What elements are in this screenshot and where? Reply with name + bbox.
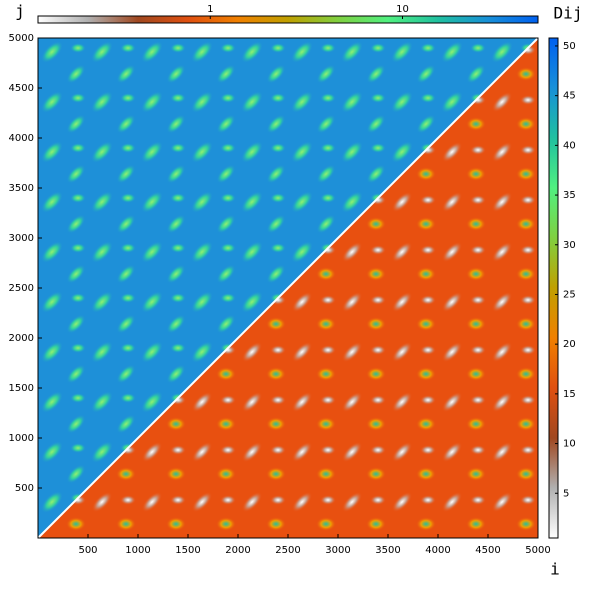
x-tick-label: 4500 [475,545,500,556]
y-tick-label: 2000 [9,333,34,344]
y-tick-label: 1500 [9,383,34,394]
colorbar-top [37,15,539,24]
colorbar-tick-label: 50 [563,41,576,52]
colorbar-tick-label: 25 [563,289,576,300]
colorbar-tick-label: 15 [563,389,576,400]
diagonal [37,37,539,539]
colorbar-tick-label: 20 [563,339,576,350]
x-tick-label: 3500 [375,545,400,556]
colorbar [548,37,559,539]
colorbar-tick-label: 45 [563,91,576,102]
x-tick-label: 2500 [275,545,300,556]
x-tick-label: 500 [78,545,97,556]
heatmap-image [37,37,539,539]
y-tick-label: 3500 [9,183,34,194]
x-tick-label: 4000 [425,545,450,556]
colorbar-tick-label: 35 [563,190,576,201]
colorbar-top-tick-label: 10 [396,4,409,15]
y-tick-label: 4000 [9,133,34,144]
colorbar-top-tick-label: 1 [207,4,213,15]
x-tick-label: 3000 [325,545,350,556]
y-tick-label: 1000 [9,433,34,444]
colorbar-tick-label: 5 [563,488,569,499]
y-axis-label: j [15,2,25,21]
x-tick-label: 5000 [525,545,550,556]
y-tick-label: 5000 [9,33,34,44]
colorbar-tick-label: 40 [563,140,576,151]
y-tick-label: 500 [15,483,34,494]
y-tick-label: 3000 [9,233,34,244]
x-tick-label: 2000 [225,545,250,556]
x-tick-label: 1500 [175,545,200,556]
y-tick-label: 4500 [9,83,34,94]
x-axis-label: i [550,560,560,579]
colorbar-tick-label: 10 [563,439,576,450]
x-tick-label: 1000 [125,545,150,556]
colorbar-label: Dij [554,4,583,23]
y-tick-label: 2500 [9,283,34,294]
colorbar-tick-label: 30 [563,240,576,251]
